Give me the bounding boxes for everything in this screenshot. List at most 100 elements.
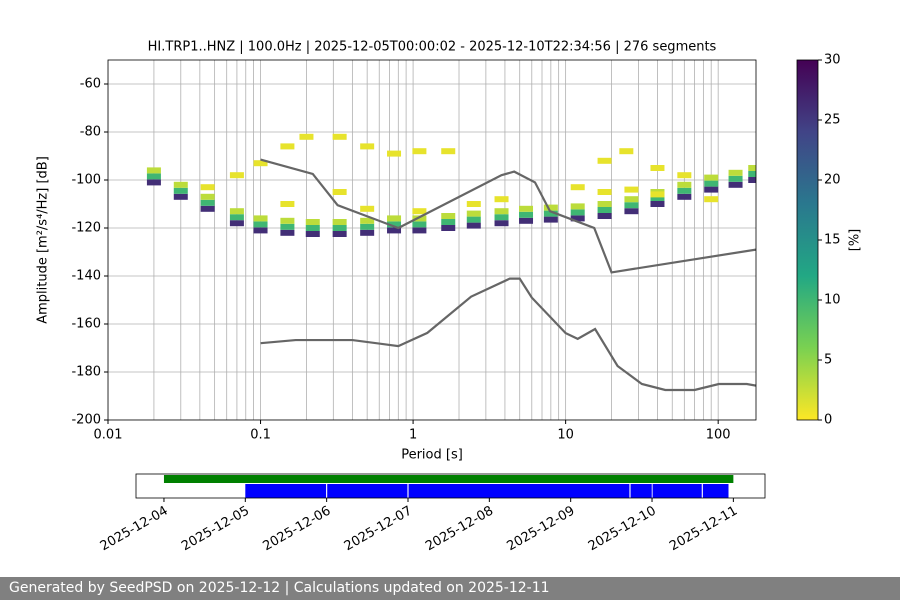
psd-cell bbox=[748, 171, 756, 177]
psd-cell bbox=[728, 175, 743, 182]
psd-cell bbox=[466, 210, 481, 217]
psd-cell bbox=[360, 229, 375, 236]
psd-cell bbox=[412, 221, 427, 228]
psd-cell bbox=[543, 216, 558, 223]
psd-cell bbox=[619, 148, 634, 155]
psd-cell bbox=[494, 220, 509, 227]
psd-cell bbox=[624, 186, 639, 193]
psd-cell bbox=[441, 225, 456, 231]
psd-cell bbox=[146, 167, 161, 174]
psd-cell bbox=[387, 221, 402, 228]
psd-cell bbox=[229, 214, 244, 221]
noise-model-line bbox=[260, 277, 756, 392]
psd-cell bbox=[597, 207, 612, 213]
psd-cell bbox=[332, 189, 347, 195]
psd-cell bbox=[173, 187, 188, 194]
psd-cell bbox=[570, 184, 585, 191]
psd-cell bbox=[229, 208, 244, 215]
y-tick-label: -120 bbox=[71, 221, 101, 236]
psd-cell bbox=[412, 208, 427, 215]
coverage-segment bbox=[163, 475, 734, 483]
psd-cell bbox=[360, 143, 375, 150]
psd-cell bbox=[332, 219, 347, 225]
y-tick-label: -60 bbox=[80, 77, 101, 92]
psd-cell bbox=[570, 215, 585, 222]
psd-cell bbox=[200, 199, 215, 206]
y-tick-label: -100 bbox=[71, 173, 101, 188]
coverage-segment bbox=[652, 484, 702, 498]
psd-cell bbox=[332, 225, 347, 231]
psd-cell bbox=[441, 219, 456, 225]
psd-cell bbox=[728, 169, 743, 176]
psd-cell bbox=[229, 172, 244, 179]
psd-cell bbox=[332, 231, 347, 237]
psd-cell bbox=[253, 227, 268, 234]
colorbar-tick-label: 30 bbox=[824, 53, 841, 68]
colorbar-label: [%] bbox=[848, 229, 863, 252]
psd-cell bbox=[305, 219, 320, 225]
psd-cell bbox=[704, 174, 719, 181]
psd-cell bbox=[253, 215, 268, 222]
colorbar-tick-label: 5 bbox=[824, 353, 832, 368]
colorbar bbox=[796, 59, 819, 421]
psd-cell bbox=[597, 157, 612, 164]
psd-cell bbox=[441, 148, 456, 155]
psd-cell bbox=[704, 186, 719, 193]
psd-cell bbox=[494, 214, 509, 221]
chart-title: HI.TRP1..HNZ | 100.0Hz | 2025-12-05T00:0… bbox=[148, 40, 717, 55]
psd-cell bbox=[200, 193, 215, 200]
psd-cell bbox=[466, 201, 481, 207]
psd-cell bbox=[650, 195, 665, 201]
coverage-segment bbox=[245, 484, 327, 498]
x-tick-label: 2025-12-09 bbox=[504, 504, 577, 555]
psd-cell bbox=[280, 229, 295, 236]
psd-cell bbox=[146, 179, 161, 186]
y-tick-label: -160 bbox=[71, 317, 101, 332]
psd-cell bbox=[173, 181, 188, 188]
psd-cell bbox=[229, 220, 244, 227]
psd-cell bbox=[253, 221, 268, 228]
x-tick-label: 2025-12-11 bbox=[667, 504, 740, 555]
psd-cell bbox=[253, 160, 268, 167]
psd-cell bbox=[466, 222, 481, 229]
psd-cell bbox=[704, 196, 719, 203]
psd-cell bbox=[494, 196, 509, 203]
psd-cell bbox=[519, 217, 534, 224]
colorbar-tick-label: 10 bbox=[824, 293, 841, 308]
x-tick-label: 10 bbox=[557, 428, 574, 443]
psd-cell bbox=[280, 143, 295, 150]
colorbar-tick-label: 25 bbox=[824, 113, 841, 128]
y-tick-label: -180 bbox=[71, 365, 101, 380]
psd-cell bbox=[299, 133, 314, 140]
y-tick-label: -200 bbox=[71, 413, 101, 428]
psd-cell bbox=[677, 193, 692, 200]
psd-cell bbox=[387, 150, 402, 157]
psd-cell bbox=[543, 210, 558, 217]
psd-cell bbox=[624, 202, 639, 209]
coverage-segment bbox=[408, 484, 630, 498]
psd-cell bbox=[677, 172, 692, 179]
x-axis-label: Period [s] bbox=[401, 448, 463, 463]
psd-cell bbox=[650, 165, 665, 171]
psd-cell bbox=[280, 217, 295, 224]
noise-model-line bbox=[260, 158, 756, 274]
chart: HI.TRP1..HNZ | 100.0Hz | 2025-12-05T00:0… bbox=[36, 40, 863, 555]
x-tick-label: 2025-12-04 bbox=[98, 504, 171, 555]
psd-cell bbox=[305, 231, 320, 237]
psd-cell bbox=[332, 133, 347, 140]
colorbar-tick-label: 0 bbox=[824, 413, 832, 428]
x-tick-label: 100 bbox=[706, 428, 731, 443]
psd-cell bbox=[305, 225, 320, 231]
psd-cell bbox=[624, 208, 639, 215]
psd-cell bbox=[624, 196, 639, 203]
psd-cell bbox=[146, 173, 161, 180]
coverage-segment bbox=[327, 484, 408, 498]
psd-cell bbox=[597, 213, 612, 219]
psd-cell bbox=[360, 217, 375, 224]
x-tick-label: 1 bbox=[409, 428, 417, 443]
psd-cell bbox=[280, 201, 295, 207]
psd-cell bbox=[412, 148, 427, 155]
psd-cell bbox=[570, 209, 585, 216]
psd-cell bbox=[543, 204, 558, 211]
psd-cell bbox=[677, 181, 692, 188]
